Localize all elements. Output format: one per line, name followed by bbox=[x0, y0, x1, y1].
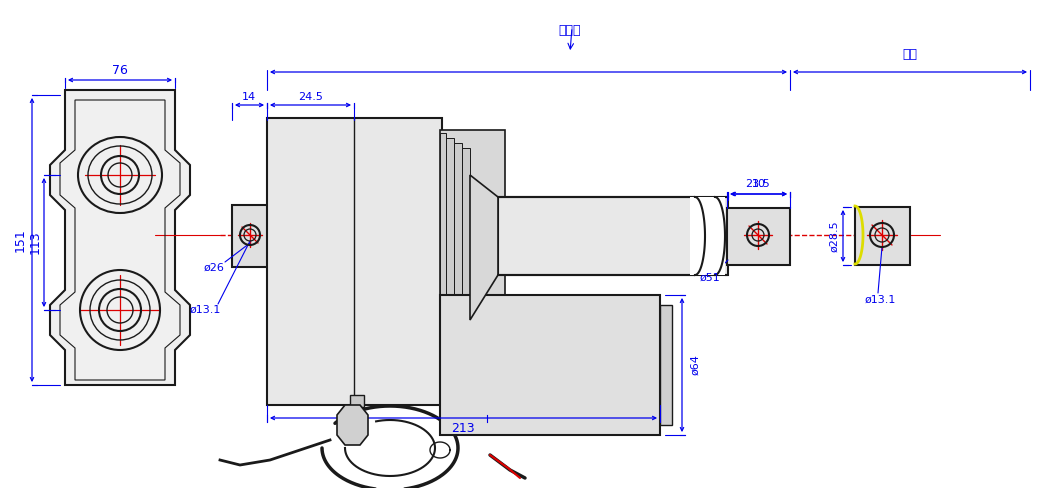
Polygon shape bbox=[50, 90, 190, 385]
Text: ø13.1: ø13.1 bbox=[189, 305, 221, 315]
Text: 213: 213 bbox=[451, 422, 474, 434]
Bar bbox=[690, 197, 725, 275]
Text: 23.5: 23.5 bbox=[746, 179, 770, 189]
Bar bbox=[267, 118, 442, 405]
Bar bbox=[727, 208, 790, 265]
Text: 14: 14 bbox=[242, 92, 256, 102]
Bar bbox=[462, 148, 470, 377]
Text: 10: 10 bbox=[752, 179, 766, 189]
Text: ø28.5: ø28.5 bbox=[829, 220, 839, 252]
Bar bbox=[440, 130, 505, 395]
Text: ø13.1: ø13.1 bbox=[865, 295, 895, 305]
Bar bbox=[440, 295, 660, 435]
Bar bbox=[660, 305, 672, 425]
Bar bbox=[350, 395, 364, 407]
Bar bbox=[498, 197, 728, 275]
Bar bbox=[855, 207, 910, 265]
Text: 151: 151 bbox=[14, 228, 26, 252]
Bar bbox=[232, 205, 268, 267]
Bar bbox=[446, 138, 454, 387]
Text: 113: 113 bbox=[28, 230, 41, 254]
Text: ø64: ø64 bbox=[690, 355, 700, 375]
Bar bbox=[454, 143, 462, 382]
Text: ø51: ø51 bbox=[700, 273, 721, 283]
Text: 安装距: 安装距 bbox=[559, 23, 582, 37]
Polygon shape bbox=[470, 175, 498, 320]
Bar bbox=[440, 133, 446, 392]
Text: 行程: 行程 bbox=[903, 48, 917, 61]
Bar bbox=[268, 218, 278, 254]
Text: 24.5: 24.5 bbox=[299, 92, 323, 102]
Text: ø26: ø26 bbox=[204, 263, 224, 273]
Text: 76: 76 bbox=[113, 63, 128, 77]
Polygon shape bbox=[337, 405, 368, 445]
